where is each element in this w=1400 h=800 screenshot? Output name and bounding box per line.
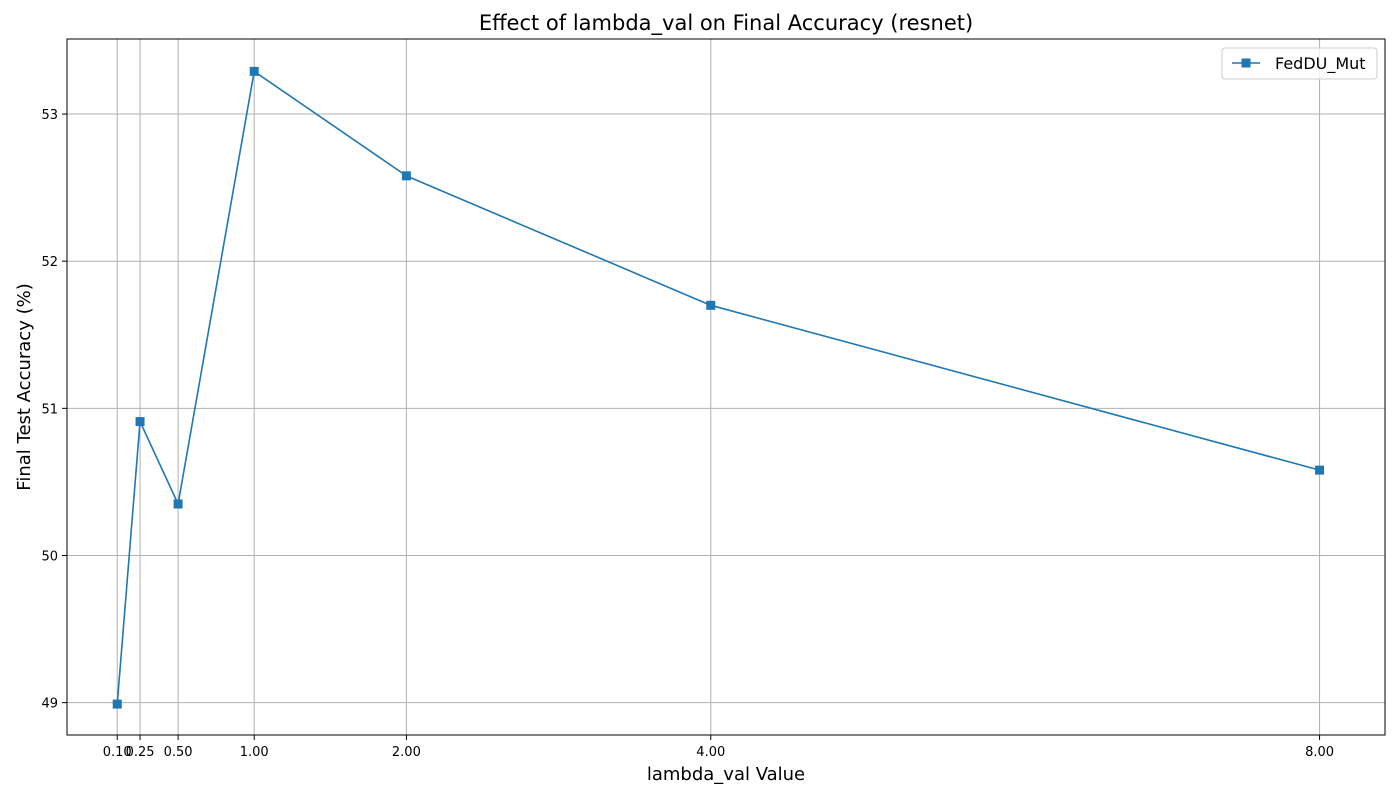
y-tick-label: 52 — [41, 255, 58, 270]
data-point-marker — [401, 171, 411, 181]
y-tick-label: 53 — [41, 108, 58, 123]
data-point-marker — [1315, 465, 1325, 475]
data-point-marker — [706, 300, 716, 310]
x-tick-label: 0.25 — [126, 745, 155, 760]
y-tick-label: 49 — [41, 697, 58, 712]
data-point-marker — [135, 417, 145, 427]
data-point-marker — [112, 699, 122, 709]
x-tick-label: 0.50 — [164, 745, 193, 760]
data-point-marker — [173, 499, 183, 509]
y-tick-label: 50 — [41, 549, 58, 564]
x-tick-label: 8.00 — [1305, 745, 1334, 760]
x-tick-label: 4.00 — [696, 745, 725, 760]
grid-lines — [67, 39, 1385, 735]
x-tick-label: 2.00 — [392, 745, 421, 760]
legend: FedDU_Mut — [1221, 47, 1378, 80]
y-axis-label: Final Test Accuracy (%) — [14, 283, 35, 490]
data-point-marker — [249, 66, 259, 76]
legend-marker-swatch — [1241, 58, 1251, 68]
chart-title: Effect of lambda_val on Final Accuracy (… — [479, 11, 973, 36]
axis-ticks: 0.100.25 0.50 1.00 2.00 4.00 8.00 49 50 51 52 53 — [41, 108, 1334, 760]
x-tick-label: 0.10 — [103, 745, 132, 760]
series-line-feddu-mut — [116, 70, 1320, 705]
legend-box — [1221, 47, 1378, 80]
legend-entry-feddu-mut: FedDU_Mut — [1275, 54, 1366, 74]
x-tick-label: 1.00 — [240, 745, 269, 760]
series-layer — [112, 66, 1325, 709]
x-axis-label: lambda_val Value — [647, 764, 805, 785]
y-tick-label: 51 — [41, 402, 58, 417]
plot-frame — [66, 38, 1386, 736]
